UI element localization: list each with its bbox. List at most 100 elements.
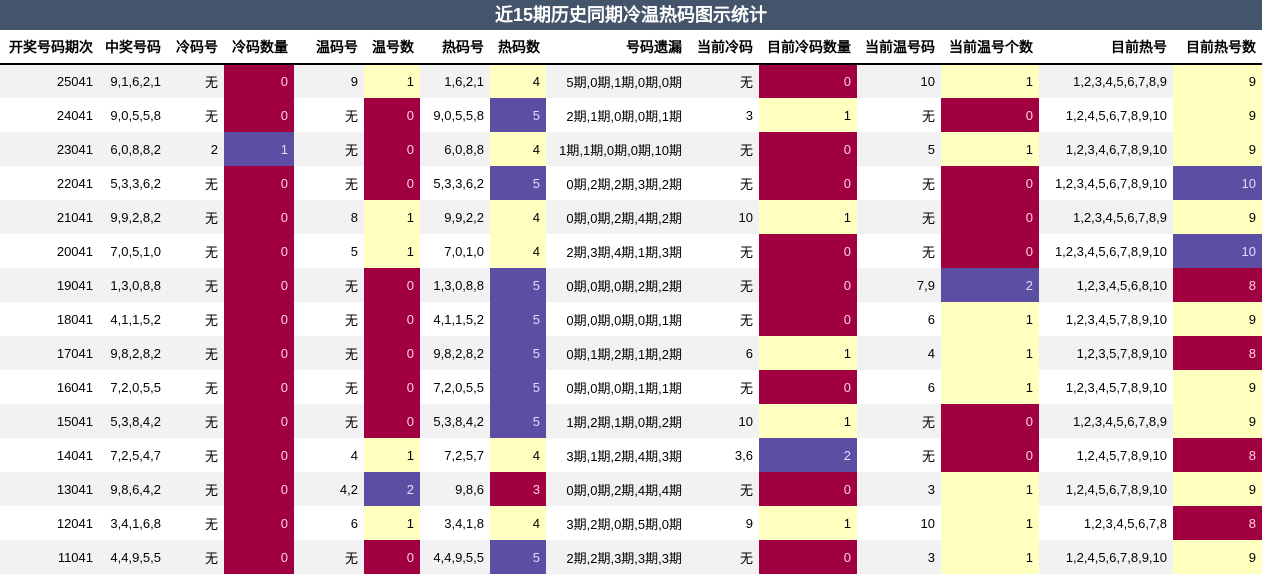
cell-hot-count: 5 <box>490 302 546 336</box>
cell-hot-numbers: 1,3,0,8,8 <box>420 268 490 302</box>
cell-cold-count: 0 <box>224 336 294 370</box>
cell-warm-count: 1 <box>364 438 420 472</box>
cell-current-cold-count: 2 <box>759 438 857 472</box>
table-row: 12041 3,4,1,6,8 无 0 6 1 3,4,1,8 4 3期,2期,0期,5期,0期… <box>0 506 1262 540</box>
cell-current-warm: 3 <box>857 472 941 506</box>
cell-current-cold: 无 <box>688 234 759 268</box>
table-row: 15041 5,3,8,4,2 无 0 无 0 5,3,8,4,2 5 1期,2期,1期,0期,… <box>0 404 1262 438</box>
cell-warm-count: 1 <box>364 234 420 268</box>
cell-current-cold: 无 <box>688 370 759 404</box>
cell-omission: 3期,1期,2期,4期,3期 <box>546 438 688 472</box>
cell-draw-period: 13041 <box>0 472 99 506</box>
cell-current-warm: 无 <box>857 98 941 132</box>
cell-current-warm-count: 1 <box>941 64 1039 98</box>
col-header-current-cold: 当前冷码 <box>688 31 759 65</box>
cell-hot-numbers: 9,8,2,8,2 <box>420 336 490 370</box>
cell-warm-count: 1 <box>364 64 420 98</box>
cell-cold-numbers: 无 <box>167 404 224 438</box>
cell-warm-numbers: 无 <box>294 302 364 336</box>
cell-hot-numbers: 7,2,5,7 <box>420 438 490 472</box>
cell-current-cold: 无 <box>688 268 759 302</box>
col-header-omission: 号码遗漏 <box>546 31 688 65</box>
cell-current-cold: 无 <box>688 540 759 574</box>
cell-warm-numbers: 无 <box>294 336 364 370</box>
cell-hot-numbers: 4,1,1,5,2 <box>420 302 490 336</box>
cell-cold-count: 0 <box>224 166 294 200</box>
cell-current-cold: 9 <box>688 506 759 540</box>
cell-cold-numbers: 无 <box>167 268 224 302</box>
cell-hot-numbers: 5,3,8,4,2 <box>420 404 490 438</box>
cell-winning-numbers: 9,8,6,4,2 <box>99 472 167 506</box>
cell-hot-numbers: 6,0,8,8 <box>420 132 490 166</box>
col-header-warm-numbers: 温码号 <box>294 31 364 65</box>
cell-current-warm-count: 0 <box>941 404 1039 438</box>
cell-winning-numbers: 9,0,5,5,8 <box>99 98 167 132</box>
cell-current-hot-count: 9 <box>1173 370 1262 404</box>
cell-current-warm-count: 1 <box>941 336 1039 370</box>
cell-winning-numbers: 4,4,9,5,5 <box>99 540 167 574</box>
cell-hot-count: 5 <box>490 404 546 438</box>
cell-cold-numbers: 无 <box>167 506 224 540</box>
cell-warm-numbers: 5 <box>294 234 364 268</box>
cell-current-hot: 1,2,4,5,6,7,8,9,10 <box>1039 472 1173 506</box>
cell-current-warm: 4 <box>857 336 941 370</box>
cell-current-warm-count: 2 <box>941 268 1039 302</box>
cell-cold-numbers: 无 <box>167 200 224 234</box>
cell-cold-count: 0 <box>224 404 294 438</box>
cell-current-cold-count: 1 <box>759 506 857 540</box>
cell-draw-period: 23041 <box>0 132 99 166</box>
table-row: 22041 5,3,3,6,2 无 0 无 0 5,3,3,6,2 5 0期,2期,2期,3期,… <box>0 166 1262 200</box>
cell-current-cold-count: 0 <box>759 302 857 336</box>
cell-omission: 0期,0期,2期,4期,2期 <box>546 200 688 234</box>
cell-cold-numbers: 无 <box>167 336 224 370</box>
cell-cold-count: 0 <box>224 64 294 98</box>
table-row: 21041 9,9,2,8,2 无 0 8 1 9,9,2,2 4 0期,0期,2期,4期,2期… <box>0 200 1262 234</box>
cell-current-warm: 10 <box>857 506 941 540</box>
cell-current-cold: 无 <box>688 64 759 98</box>
table-row: 20041 7,0,5,1,0 无 0 5 1 7,0,1,0 4 2期,3期,4期,1期,3期… <box>0 234 1262 268</box>
cell-winning-numbers: 3,4,1,6,8 <box>99 506 167 540</box>
cell-current-cold: 3,6 <box>688 438 759 472</box>
cell-cold-numbers: 无 <box>167 438 224 472</box>
stats-table: 开奖号码期次 中奖号码 冷码号 冷码数量 温码号 温号数 热码号 热码数 号码遗… <box>0 31 1262 574</box>
cell-current-hot: 1,2,3,4,5,6,7,8,9,10 <box>1039 166 1173 200</box>
cell-hot-count: 4 <box>490 64 546 98</box>
col-header-current-hot-count: 目前热号数 <box>1173 31 1262 65</box>
cell-current-warm-count: 0 <box>941 234 1039 268</box>
cell-hot-count: 4 <box>490 506 546 540</box>
cell-current-cold-count: 0 <box>759 540 857 574</box>
cell-current-hot: 1,2,3,4,5,6,7,8,9 <box>1039 200 1173 234</box>
cell-hot-count: 5 <box>490 540 546 574</box>
cell-current-cold-count: 1 <box>759 404 857 438</box>
cell-current-cold-count: 0 <box>759 472 857 506</box>
cell-warm-count: 0 <box>364 166 420 200</box>
cell-cold-count: 0 <box>224 98 294 132</box>
cell-draw-period: 12041 <box>0 506 99 540</box>
cell-omission: 2期,3期,4期,1期,3期 <box>546 234 688 268</box>
table-row: 11041 4,4,9,5,5 无 0 无 0 4,4,9,5,5 5 2期,2期,3期,3期,… <box>0 540 1262 574</box>
cell-warm-numbers: 4,2 <box>294 472 364 506</box>
table-row: 24041 9,0,5,5,8 无 0 无 0 9,0,5,5,8 5 2期,1期,0期,0期,… <box>0 98 1262 132</box>
cell-current-cold: 10 <box>688 200 759 234</box>
cell-cold-count: 0 <box>224 472 294 506</box>
cell-cold-count: 0 <box>224 268 294 302</box>
cell-draw-period: 15041 <box>0 404 99 438</box>
cell-cold-numbers: 无 <box>167 166 224 200</box>
cell-cold-count: 0 <box>224 540 294 574</box>
cell-warm-count: 0 <box>364 268 420 302</box>
cell-omission: 0期,0期,2期,4期,4期 <box>546 472 688 506</box>
cell-hot-count: 5 <box>490 268 546 302</box>
cell-current-hot: 1,2,4,5,7,8,9,10 <box>1039 438 1173 472</box>
table-row: 14041 7,2,5,4,7 无 0 4 1 7,2,5,7 4 3期,1期,2期,4期,3期… <box>0 438 1262 472</box>
cell-hot-numbers: 7,2,0,5,5 <box>420 370 490 404</box>
cell-warm-numbers: 4 <box>294 438 364 472</box>
col-header-warm-count: 温号数 <box>364 31 420 65</box>
cell-current-hot-count: 10 <box>1173 234 1262 268</box>
cell-warm-count: 0 <box>364 404 420 438</box>
cell-cold-numbers: 无 <box>167 540 224 574</box>
cell-current-warm: 10 <box>857 64 941 98</box>
cell-cold-count: 0 <box>224 302 294 336</box>
cell-winning-numbers: 9,8,2,8,2 <box>99 336 167 370</box>
cell-current-cold: 10 <box>688 404 759 438</box>
cell-current-warm: 无 <box>857 234 941 268</box>
